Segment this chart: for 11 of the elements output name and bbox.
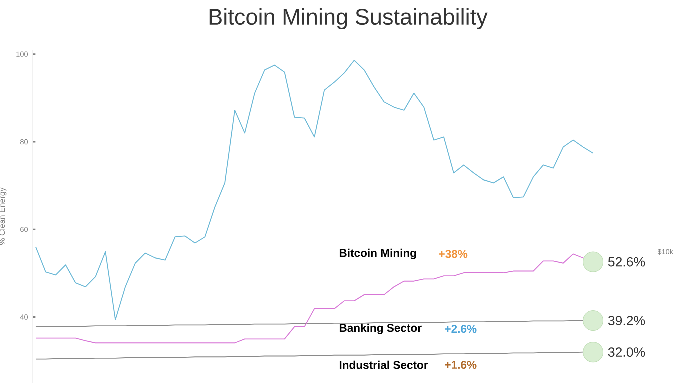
series-label: Industrial Sector — [340, 360, 428, 370]
data-label: 32.0% — [608, 348, 646, 358]
annotation: +1.6% — [445, 361, 477, 370]
data-label: 52.6% — [608, 257, 646, 267]
series-label: Banking Sector — [340, 324, 422, 334]
chart-title: Bitcoin Mining Sustainability — [210, 8, 488, 30]
line-series — [36, 60, 594, 320]
data-label: 39.2% — [608, 316, 646, 326]
annotation: +2.6% — [445, 325, 477, 334]
annotation: +38% — [439, 250, 468, 258]
series-label: Bitcoin Mining — [340, 248, 416, 260]
